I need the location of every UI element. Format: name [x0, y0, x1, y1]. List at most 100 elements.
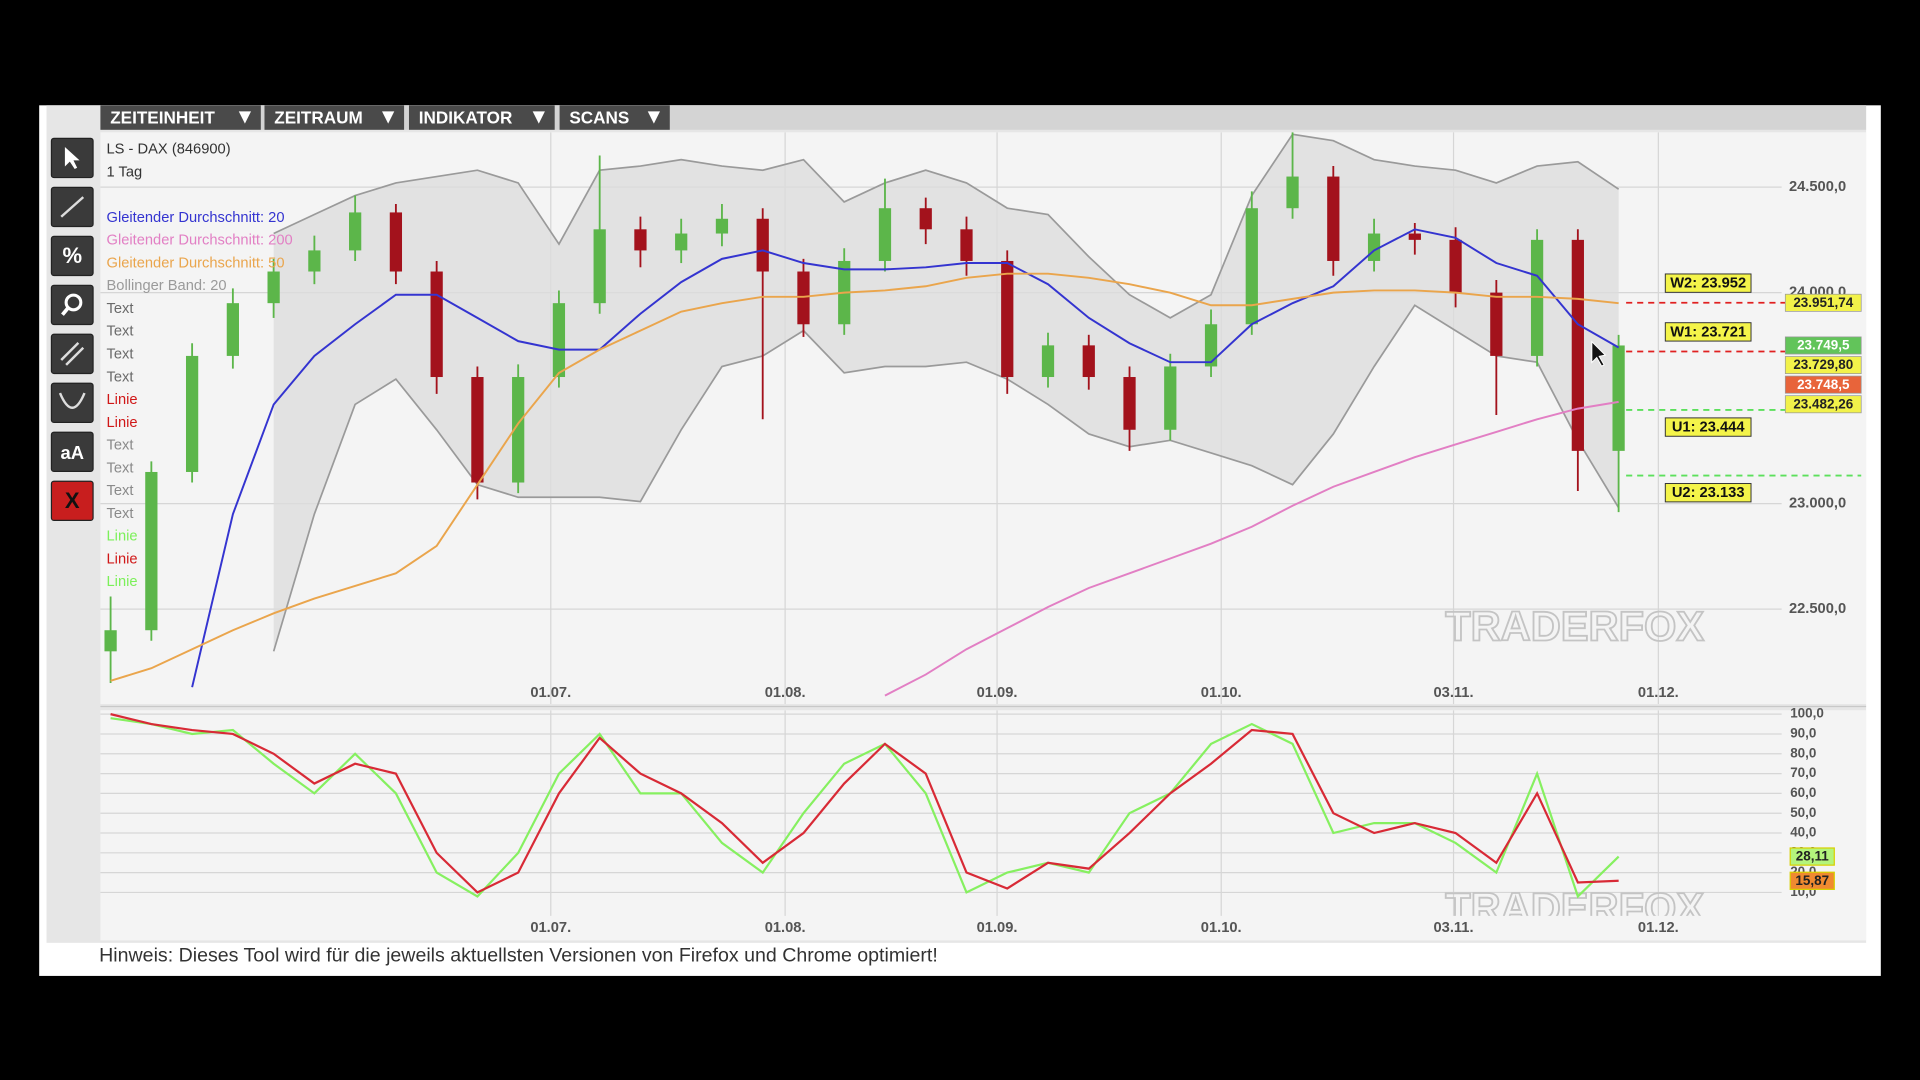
menu-tab-bg[interactable]	[408, 105, 555, 130]
tool-icon-curve[interactable]	[58, 392, 86, 409]
level-label: U1: 23.444	[1672, 420, 1746, 436]
tool-icon-text[interactable]: aA	[61, 442, 84, 463]
stoch-tag	[1789, 847, 1835, 866]
candle-body	[267, 271, 280, 304]
tool-icon-parallel[interactable]	[60, 341, 80, 361]
legend-entry: Gleitender Durchschnitt: 50	[107, 255, 285, 271]
x-tick-label: 01.08.	[765, 685, 806, 701]
toolbar: % aA X	[50, 137, 94, 522]
level-label-box	[1664, 417, 1752, 437]
legend-entry: Text	[107, 301, 134, 317]
legend-entry: Gleitender Durchschnitt: 20	[107, 210, 285, 226]
legend-entry: Text	[107, 324, 134, 340]
legend-entry: Text	[107, 506, 134, 522]
stoch-tag	[1789, 871, 1835, 890]
candle-body	[797, 271, 810, 325]
stoch-tag-label: 15,87	[1795, 873, 1829, 888]
candle-body	[878, 208, 892, 261]
menu-arrow[interactable]	[238, 111, 252, 124]
menu-tab-label[interactable]: INDIKATOR	[419, 107, 513, 127]
candle-body	[349, 212, 362, 251]
tool-icon-parallel[interactable]	[65, 346, 85, 366]
legend-entry: Text	[107, 460, 134, 476]
tool-icon-percent[interactable]: %	[62, 243, 82, 268]
moving-average	[884, 400, 1619, 697]
candle-body	[471, 377, 484, 483]
menu-tab[interactable]: SCANS	[559, 105, 670, 130]
legend-entry: Bollinger Band: 20	[107, 278, 227, 294]
menu-arrow[interactable]	[382, 111, 395, 124]
candle-body	[1612, 345, 1625, 451]
candle-body	[1571, 239, 1584, 451]
stoch-panel	[100, 710, 1867, 941]
tool-icon-zoom[interactable]	[64, 293, 83, 312]
stoch-line	[110, 717, 1620, 899]
candle-body	[145, 471, 158, 631]
x-tick-label: 03.11.	[1434, 685, 1474, 701]
legend-entry: Text	[107, 346, 134, 362]
tool-button[interactable]	[50, 382, 94, 424]
candle-body	[552, 303, 566, 378]
level-label: W2: 23.952	[1670, 276, 1746, 292]
menu-arrow[interactable]	[647, 111, 660, 124]
menu-tab[interactable]: ZEITEINHEIT	[100, 105, 261, 130]
tool-icon-line[interactable]	[60, 196, 85, 218]
tool-button[interactable]	[50, 431, 94, 473]
level-label-box	[1664, 322, 1752, 342]
tool-button[interactable]	[50, 284, 94, 326]
y-tick-label: 23.000,0	[1789, 495, 1846, 511]
x-tick-label: 01.09.	[977, 920, 1018, 936]
candle-body	[1449, 239, 1462, 293]
candle-body	[919, 208, 932, 230]
candle-body	[1327, 176, 1340, 261]
tool-button[interactable]	[50, 333, 94, 375]
candle-body	[1286, 176, 1299, 209]
menu-tab-bg[interactable]	[100, 105, 261, 130]
x-tick-label: 01.07.	[530, 685, 571, 701]
watermark: TRADERFOX	[1445, 602, 1704, 649]
legend-entry: Linie	[107, 392, 138, 408]
x-tick-label: 01.12.	[1638, 920, 1679, 936]
candle-body	[226, 303, 239, 356]
tool-button[interactable]	[50, 480, 94, 522]
menu-tab-label[interactable]: ZEITRAUM	[274, 107, 362, 127]
menu-tab-label[interactable]: ZEITEINHEIT	[110, 107, 215, 127]
candle-body	[1204, 324, 1218, 367]
price-tag-label: 23.729,80	[1793, 357, 1853, 372]
tool-icon-pointer[interactable]	[64, 146, 80, 169]
candle-body	[308, 250, 321, 272]
menu-tab[interactable]: INDIKATOR	[408, 105, 555, 130]
candle-body	[512, 377, 525, 483]
x-tick-label: 01.10.	[1201, 920, 1242, 936]
menu-tab-label[interactable]: SCANS	[569, 107, 629, 127]
menu-arrow[interactable]	[532, 111, 545, 124]
level-label: U2: 23.133	[1672, 485, 1745, 501]
candle-body	[1490, 292, 1503, 356]
price-plot	[100, 132, 1782, 705]
stoch-plot: TRADERFOX	[100, 710, 1782, 916]
candle-body	[389, 212, 403, 272]
candle-body	[185, 355, 199, 472]
candle-body	[1041, 345, 1055, 378]
legend-entry: Linie	[107, 529, 138, 545]
price-tag-label: 23.951,74	[1793, 295, 1853, 310]
x-tick-label: 01.09.	[977, 685, 1018, 701]
moving-average	[110, 272, 1619, 682]
moving-average	[191, 228, 1620, 688]
y-tick-label: 90,0	[1790, 726, 1816, 741]
price-tag-label: 23.749,5	[1797, 338, 1850, 353]
level-label-box	[1664, 273, 1752, 293]
tool-icon-close[interactable]: X	[65, 488, 80, 513]
menu-tab[interactable]: ZEITRAUM	[264, 105, 405, 130]
menu-tab-bg[interactable]	[264, 105, 405, 130]
legend-entry: Text	[107, 438, 134, 454]
price-tag	[1784, 375, 1862, 394]
candle-body	[1164, 366, 1177, 430]
tool-icon-zoom-handle[interactable]	[61, 306, 70, 316]
y-tick-label: 24.500,0	[1789, 179, 1846, 195]
tool-button[interactable]	[50, 235, 94, 277]
candle-body	[593, 229, 606, 304]
footer-note: Hinweis: Dieses Tool wird für die jeweil…	[99, 944, 938, 966]
stoch-line	[110, 713, 1619, 894]
